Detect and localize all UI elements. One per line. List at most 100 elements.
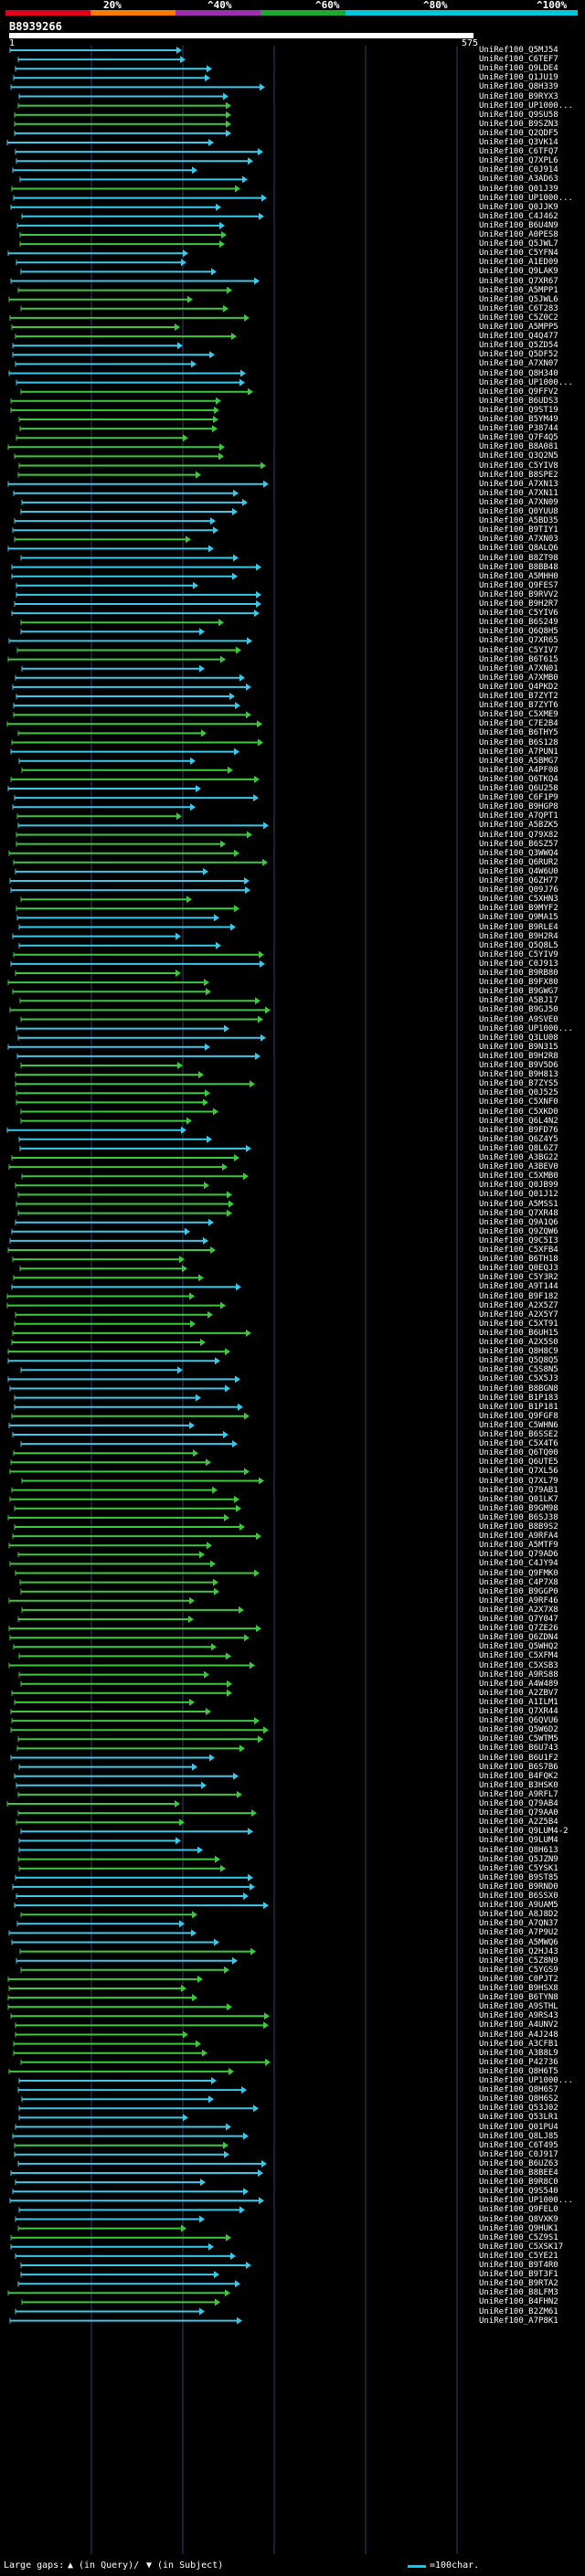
hit-label[interactable]: UniRef100_Q9S540 (479, 2187, 558, 2197)
hit-label[interactable]: UniRef100_A3B8L9 (479, 2048, 558, 2058)
hit-label[interactable]: UniRef100_Q5Q8Q5 (479, 1356, 558, 1366)
hit-label[interactable]: UniRef100_B6U1F2 (479, 1753, 558, 1763)
hit-label[interactable]: UniRef100_B4FHN2 (479, 2297, 558, 2307)
hit-label[interactable]: UniRef100_UP1000... (479, 2076, 573, 2085)
hit-label[interactable]: UniRef100_B9RND0 (479, 1882, 558, 1892)
hit-label[interactable]: UniRef100_A4J248 (479, 2030, 558, 2040)
hit-label[interactable]: UniRef100_C5Z9S1 (479, 2232, 558, 2242)
hit-label[interactable]: UniRef100_Q6TQ00 (479, 1448, 558, 1458)
hit-label[interactable]: UniRef100_Q8L6Z7 (479, 1143, 558, 1153)
hit-label[interactable]: UniRef100_Q8H6S2 (479, 2094, 558, 2104)
hit-label[interactable]: UniRef100_Q7XPL6 (479, 156, 558, 166)
hit-label[interactable]: UniRef100_B1P181 (479, 1402, 558, 1412)
hit-label[interactable]: UniRef100_Q6RUR2 (479, 857, 558, 867)
hit-label[interactable]: UniRef100_Q9MA15 (479, 913, 558, 923)
hit-label[interactable]: UniRef100_Q3Q2N5 (479, 451, 558, 461)
hit-label[interactable]: UniRef100_Q9C5I3 (479, 1235, 558, 1246)
hit-label[interactable]: UniRef100_Q5WHQ2 (479, 1642, 558, 1652)
hit-label[interactable]: UniRef100_C5Y3R2 (479, 1273, 558, 1283)
hit-label[interactable]: UniRef100_C0J913 (479, 959, 558, 969)
hit-label[interactable]: UniRef100_B9ST85 (479, 1872, 558, 1882)
hit-label[interactable]: UniRef100_Q6U258 (479, 784, 558, 793)
hit-label[interactable]: UniRef100_C4JY94 (479, 1559, 558, 1569)
hit-label[interactable]: UniRef100_B1P183 (479, 1393, 558, 1403)
hit-label[interactable]: UniRef100_B6S249 (479, 618, 558, 628)
hit-label[interactable]: UniRef100_A5BMG7 (479, 756, 558, 766)
hit-label[interactable]: UniRef100_A3AD63 (479, 175, 558, 185)
hit-label[interactable]: UniRef100_A2X5Y7 (479, 1309, 558, 1320)
hit-label[interactable]: UniRef100_C5WHN6 (479, 1420, 558, 1430)
hit-label[interactable]: UniRef100_B6SSE2 (479, 1430, 558, 1439)
hit-label[interactable]: UniRef100_B7ZYT6 (479, 701, 558, 711)
hit-label[interactable]: UniRef100_B3HSK0 (479, 1780, 558, 1790)
hit-label[interactable]: UniRef100_Q2QDF5 (479, 128, 558, 138)
hit-label[interactable]: UniRef100_C4P7X8 (479, 1577, 558, 1587)
hit-label[interactable]: UniRef100_Q01LK7 (479, 1494, 558, 1504)
hit-label[interactable]: UniRef100_A7P9U2 (479, 1928, 558, 1938)
hit-label[interactable]: UniRef100_Q09J76 (479, 885, 558, 896)
hit-label[interactable]: UniRef100_Q4PKD2 (479, 682, 558, 692)
hit-label[interactable]: UniRef100_A5BZK5 (479, 821, 558, 831)
hit-label[interactable]: UniRef100_Q8H6T5 (479, 2066, 558, 2076)
hit-label[interactable]: UniRef100_Q53J02 (479, 2104, 558, 2114)
hit-label[interactable]: UniRef100_Q8H6S7 (479, 2085, 558, 2095)
hit-label[interactable]: UniRef100_B6U743 (479, 1744, 558, 1754)
hit-label[interactable]: UniRef100_A2Z5B4 (479, 1818, 558, 1828)
hit-label[interactable]: UniRef100_A7PUN1 (479, 747, 558, 757)
hit-label[interactable]: UniRef100_B6SSX0 (479, 1892, 558, 1901)
hit-label[interactable]: UniRef100_B6U4N9 (479, 220, 558, 230)
hit-label[interactable]: UniRef100_Q4Q477 (479, 332, 558, 342)
hit-label[interactable]: UniRef100_A9SVE0 (479, 1014, 558, 1024)
hit-label[interactable]: UniRef100_Q8LJ85 (479, 2131, 558, 2141)
hit-label[interactable]: UniRef100_Q9LUM4 (479, 1836, 558, 1846)
hit-label[interactable]: UniRef100_UP1000... (479, 101, 573, 111)
hit-label[interactable]: UniRef100_C0J917 (479, 2149, 558, 2159)
hit-label[interactable]: UniRef100_A9RF46 (479, 1595, 558, 1606)
hit-label[interactable]: UniRef100_B9HGP8 (479, 802, 558, 812)
hit-label[interactable]: UniRef100_Q5ZD54 (479, 341, 558, 351)
hit-label[interactable]: UniRef100_A5MPP5 (479, 323, 558, 332)
hit-label[interactable]: UniRef100_C6F1P9 (479, 793, 558, 803)
hit-label[interactable]: UniRef100_B9N315 (479, 1042, 558, 1052)
hit-label[interactable]: UniRef100_B9GGP0 (479, 1586, 558, 1596)
hit-label[interactable]: UniRef100_A4W489 (479, 1679, 558, 1689)
hit-label[interactable]: UniRef100_C6TEF7 (479, 55, 558, 65)
hit-label[interactable]: UniRef100_B9RVV2 (479, 589, 558, 599)
hit-label[interactable]: UniRef100_A3BEV0 (479, 1162, 558, 1172)
hit-label[interactable]: UniRef100_B9FD76 (479, 1125, 558, 1135)
hit-label[interactable]: UniRef100_Q0YUU8 (479, 507, 558, 516)
hit-label[interactable]: UniRef100_Q9FFV2 (479, 387, 558, 397)
hit-label[interactable]: UniRef100_A9RFL7 (479, 1789, 558, 1799)
hit-label[interactable]: UniRef100_B6SZ57 (479, 839, 558, 849)
hit-label[interactable]: UniRef100_A9RS88 (479, 1670, 558, 1680)
hit-label[interactable]: UniRef100_C5XFB4 (479, 1246, 558, 1255)
hit-label[interactable]: UniRef100_B9F182 (479, 1291, 558, 1301)
hit-label[interactable]: UniRef100_C5XMB0 (479, 1171, 558, 1182)
hit-label[interactable]: UniRef100_Q01J39 (479, 184, 558, 194)
hit-label[interactable]: UniRef100_Q9FGF8 (479, 1411, 558, 1421)
hit-label[interactable]: UniRef100_Q8ALQ6 (479, 544, 558, 554)
hit-label[interactable]: UniRef100_B7ZYS5 (479, 1079, 558, 1089)
hit-label[interactable]: UniRef100_Q6Q8H5 (479, 627, 558, 637)
hit-label[interactable]: UniRef100_Q9SU58 (479, 110, 558, 120)
hit-label[interactable]: UniRef100_Q9ST19 (479, 405, 558, 415)
hit-label[interactable]: UniRef100_A7XMB0 (479, 673, 558, 683)
hit-label[interactable]: UniRef100_Q3LU08 (479, 1033, 558, 1043)
hit-label[interactable]: UniRef100_Q79AD6 (479, 1550, 558, 1560)
hit-label[interactable]: UniRef100_Q7XR65 (479, 636, 558, 646)
hit-label[interactable]: UniRef100_B9GWG7 (479, 987, 558, 997)
hit-label[interactable]: UniRef100_Q5DF52 (479, 350, 558, 360)
hit-label[interactable]: UniRef100_B9T3F1 (479, 2270, 558, 2280)
hit-label[interactable]: UniRef100_A0PES8 (479, 230, 558, 239)
hit-label[interactable]: UniRef100_Q7F4Q5 (479, 433, 558, 443)
hit-label[interactable]: UniRef100_B9RYX3 (479, 91, 558, 101)
hit-label[interactable]: UniRef100_Q9FEL0 (479, 2205, 558, 2215)
hit-label[interactable]: UniRef100_A5BJ17 (479, 996, 558, 1006)
hit-label[interactable]: UniRef100_C5Z8N9 (479, 1956, 558, 1966)
hit-label[interactable]: UniRef100_B9RTA2 (479, 2279, 558, 2289)
hit-label[interactable]: UniRef100_B6S128 (479, 737, 558, 747)
hit-label[interactable]: UniRef100_Q7XL79 (479, 1476, 558, 1486)
hit-label[interactable]: UniRef100_Q1JU19 (479, 73, 558, 83)
hit-label[interactable]: UniRef100_Q5Q8L5 (479, 940, 558, 950)
hit-label[interactable]: UniRef100_C6T495 (479, 2140, 558, 2150)
